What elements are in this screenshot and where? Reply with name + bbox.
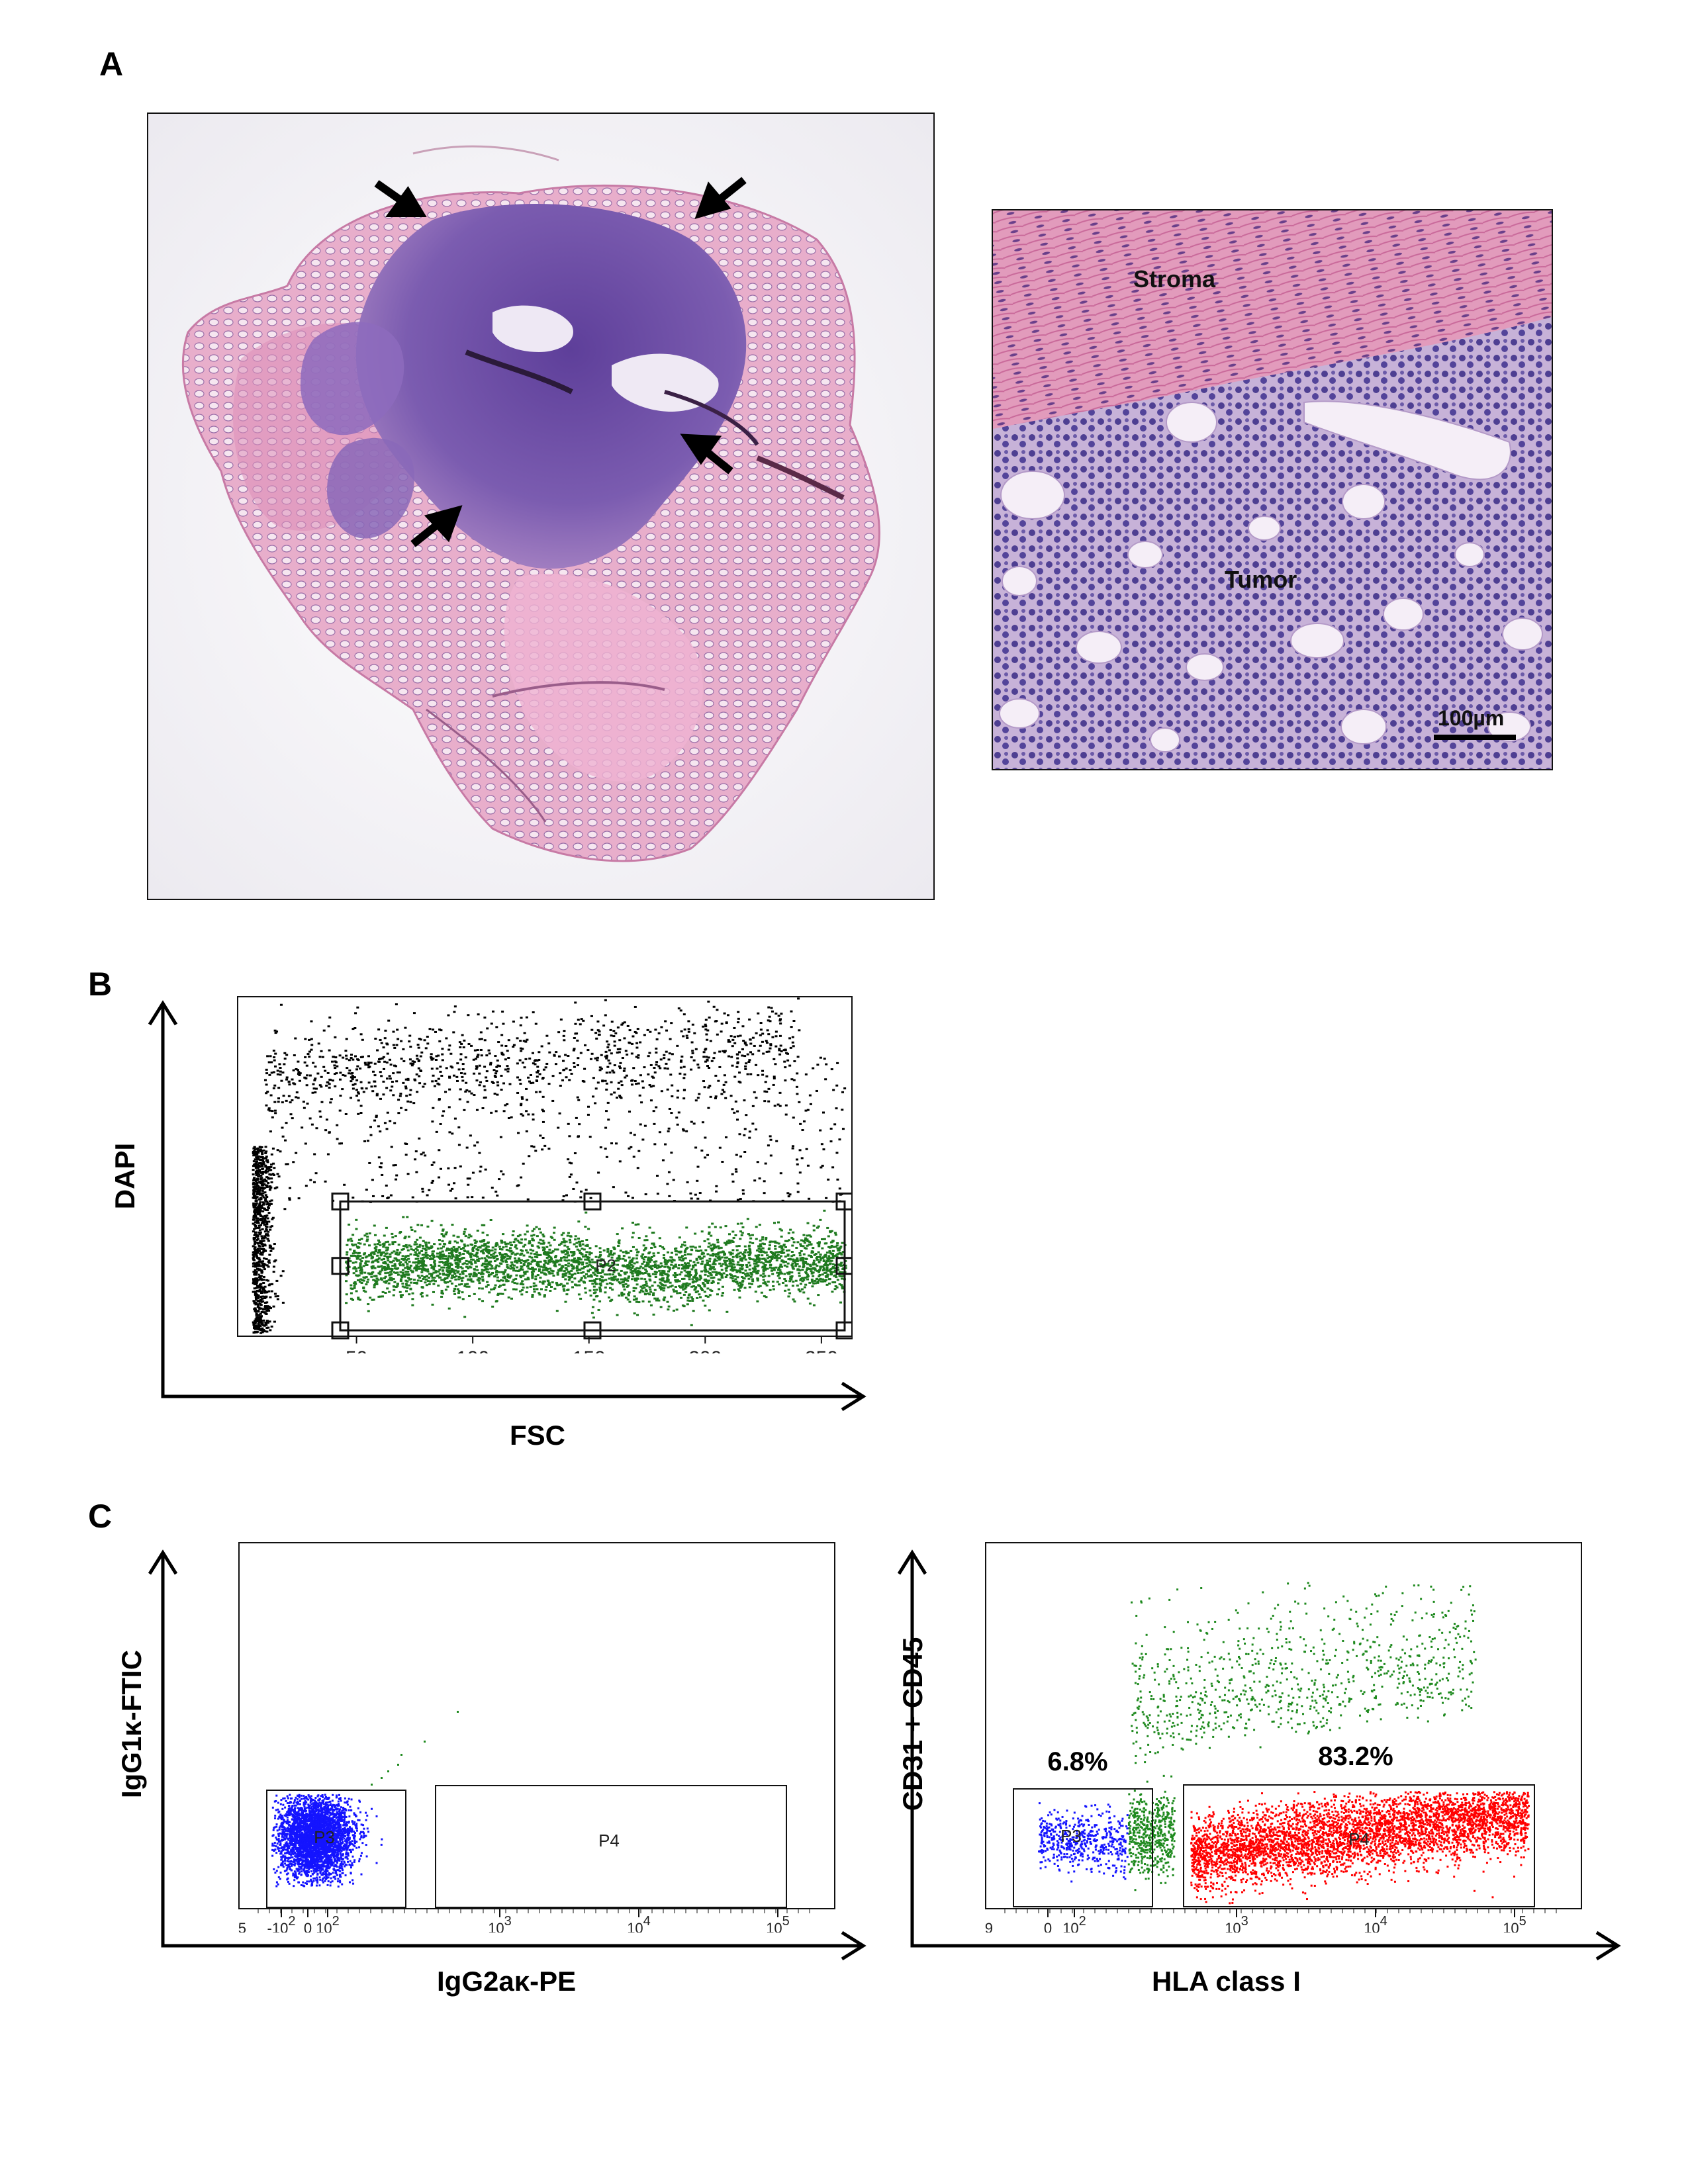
- panel-c-right-plot: -1990102103104105-510102103104105P3P46.8…: [985, 1542, 1582, 1933]
- panel-c1-gate-p3: [266, 1790, 406, 1908]
- panel-c1-x-tick-label: -215: [238, 1920, 246, 1933]
- panel-letter-a: A: [99, 46, 124, 83]
- panel-c1-gate-p4: [435, 1785, 787, 1908]
- panel-c-left-y-axis-title: IgG1κ-FTIC: [116, 1649, 147, 1799]
- panel-c-left-axis-arrows: [148, 1549, 867, 1961]
- panel-c2-other-events: [1127, 1582, 1477, 1891]
- gate-handle: [835, 1257, 853, 1275]
- panel-letter-c: C: [88, 1498, 113, 1535]
- panel-c1-p3-events: [271, 1794, 383, 1888]
- panel-c-left-x-axis-title: IgG2aκ-PE: [437, 1966, 577, 1997]
- panel-b-x-axis-title: FSC: [510, 1420, 565, 1451]
- panel-c2-gate-p3: [1013, 1788, 1153, 1907]
- tumor-label: Tumor: [1225, 566, 1297, 593]
- gate-handle: [835, 1321, 853, 1340]
- panel-b-x-tick-label: 150: [573, 1347, 606, 1353]
- panel-c2-x-tick-label: -199: [985, 1920, 993, 1933]
- panel-b-axis-arrows: [148, 1000, 867, 1412]
- panel-b-plot: P250100150200250102103104105: [237, 996, 853, 1353]
- panel-c-right-scatter-svg: -1990102103104105-510102103104105P3P46.8…: [985, 1542, 1582, 1933]
- panel-c2-p3-events: [1038, 1802, 1129, 1883]
- whole-mount-section-image: [147, 113, 935, 900]
- tissue-section-illustration: [148, 114, 933, 899]
- gate-handle: [583, 1192, 602, 1210]
- panel-b-ungated-events: [252, 997, 847, 1334]
- gate-handle: [331, 1192, 350, 1210]
- stroma-label: Stroma: [1133, 265, 1216, 293]
- histology-inset-illustration: Stroma Tumor 100µm: [993, 210, 1552, 769]
- panel-c2-p4-events: [1190, 1791, 1530, 1905]
- panel-c2-gate-p4: [1183, 1784, 1535, 1907]
- panel-b-x-tick-label: 200: [688, 1347, 722, 1353]
- gate-handle: [583, 1321, 602, 1340]
- panel-c2-x-tick-label: 0: [1044, 1920, 1052, 1933]
- panel-c2-p3-percent: 6.8%: [1047, 1747, 1107, 1776]
- panel-c-left-plot: -215-1020102103104105-400102103104105P3P…: [238, 1542, 835, 1933]
- panel-letter-b: B: [88, 966, 113, 1003]
- panel-b-gate-p2: [339, 1200, 846, 1332]
- gate-handle: [835, 1192, 853, 1210]
- arrow-markers: [374, 177, 747, 547]
- panel-b-p2-events: [345, 1209, 847, 1326]
- panel-c2-gate-p3-label: P3: [1060, 1826, 1082, 1846]
- panel-c1-gate-p4-label: P4: [598, 1831, 620, 1850]
- panel-b-x-tick-label: 250: [805, 1347, 838, 1353]
- panel-c1-gate-p3-label: P3: [314, 1827, 335, 1847]
- scale-bar-label: 100µm: [1438, 706, 1504, 730]
- panel-c1-x-tick-label: 0: [304, 1920, 312, 1933]
- panel-c-left-scatter-svg: -215-1020102103104105-400102103104105P3P…: [238, 1542, 835, 1933]
- histology-inset-image: Stroma Tumor 100µm: [992, 209, 1553, 770]
- panel-c-right-x-axis-title: HLA class I: [1152, 1966, 1301, 1997]
- panel-c1-other-events: [371, 1711, 459, 1786]
- panel-b-scatter-svg: P250100150200250102103104105: [237, 996, 853, 1353]
- panel-b-gate-label: P2: [595, 1255, 616, 1275]
- gate-handle: [331, 1321, 350, 1340]
- gate-handle: [331, 1257, 350, 1275]
- panel-b-y-axis-title: DAPI: [109, 1142, 140, 1210]
- panel-c-right-axis-arrows: [897, 1549, 1621, 1961]
- panel-c1-frame: [238, 1542, 835, 1909]
- scale-bar: [1434, 735, 1516, 740]
- panel-b-x-tick-label: 100: [456, 1347, 489, 1353]
- panel-b-x-tick-label: 50: [346, 1347, 367, 1353]
- panel-c2-p4-percent: 83.2%: [1318, 1742, 1393, 1771]
- panel-c2-gate-p4-label: P4: [1348, 1829, 1370, 1849]
- panel-c-right-y-axis-title: CD31 + CD45: [897, 1637, 928, 1811]
